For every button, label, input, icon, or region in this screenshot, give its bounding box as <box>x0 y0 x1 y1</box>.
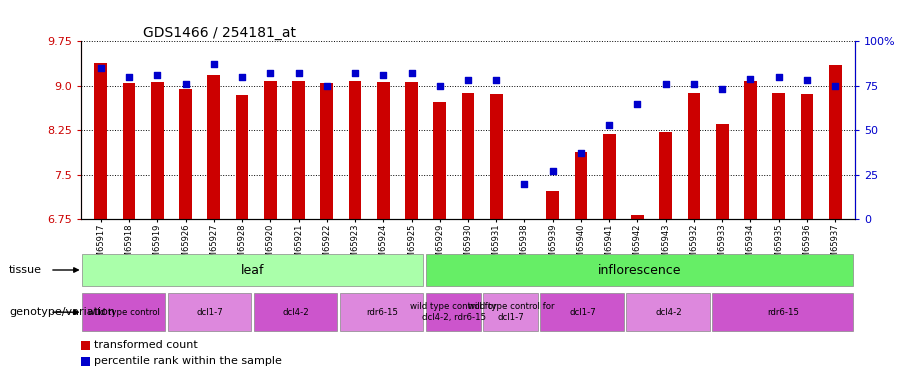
Point <box>122 74 136 80</box>
Bar <box>94 63 107 219</box>
Bar <box>483 293 538 331</box>
Bar <box>546 192 559 219</box>
Point <box>489 78 503 84</box>
Point <box>461 78 475 84</box>
Bar <box>829 65 842 219</box>
Bar <box>82 293 166 331</box>
Bar <box>81 340 90 350</box>
Point <box>292 70 306 76</box>
Bar <box>660 132 672 219</box>
Bar <box>518 219 531 221</box>
Point <box>433 83 447 89</box>
Text: dcl1-7: dcl1-7 <box>570 308 596 316</box>
Point <box>602 122 616 128</box>
Point <box>235 74 249 80</box>
Point <box>630 100 644 106</box>
Point <box>347 70 362 76</box>
Point <box>574 150 589 156</box>
Text: wild type control for
dcl4-2, rdr6-15: wild type control for dcl4-2, rdr6-15 <box>410 303 497 322</box>
Bar <box>744 81 757 219</box>
Point <box>404 70 419 76</box>
Point <box>150 72 165 78</box>
Point <box>376 72 391 78</box>
Text: GDS1466 / 254181_at: GDS1466 / 254181_at <box>143 26 296 40</box>
Bar <box>712 293 853 331</box>
Point <box>545 168 560 174</box>
Point <box>659 81 673 87</box>
Text: wild type control: wild type control <box>88 308 160 316</box>
Bar <box>179 89 192 219</box>
Bar <box>426 254 853 286</box>
Point <box>800 78 814 84</box>
Bar <box>490 93 502 219</box>
Point <box>320 83 334 89</box>
Bar <box>462 93 474 219</box>
Bar <box>264 81 276 219</box>
Bar <box>81 357 90 366</box>
Text: leaf: leaf <box>241 264 265 276</box>
Bar <box>348 81 362 219</box>
Bar <box>426 293 481 331</box>
Bar <box>574 152 588 219</box>
Bar <box>254 293 338 331</box>
Point <box>263 70 277 76</box>
Bar <box>434 102 446 219</box>
Bar <box>339 293 423 331</box>
Text: dcl4-2: dcl4-2 <box>283 308 310 316</box>
Point <box>518 181 532 187</box>
Bar <box>603 135 616 219</box>
Bar <box>405 82 418 219</box>
Point <box>94 65 108 71</box>
Bar <box>236 95 248 219</box>
Text: percentile rank within the sample: percentile rank within the sample <box>94 357 282 366</box>
Text: rdr6-15: rdr6-15 <box>366 308 398 316</box>
Bar <box>207 75 220 219</box>
Bar <box>631 215 644 219</box>
Bar <box>82 254 423 286</box>
Point <box>828 83 842 89</box>
Point <box>687 81 701 87</box>
Bar <box>122 83 135 219</box>
Point <box>743 76 758 82</box>
Text: genotype/variation: genotype/variation <box>9 307 115 317</box>
Text: dcl1-7: dcl1-7 <box>196 308 223 316</box>
Text: rdr6-15: rdr6-15 <box>768 308 799 316</box>
Text: inflorescence: inflorescence <box>598 264 682 276</box>
Bar <box>716 124 729 219</box>
Bar <box>377 82 390 219</box>
Text: dcl4-2: dcl4-2 <box>655 308 682 316</box>
Point <box>771 74 786 80</box>
Bar <box>626 293 710 331</box>
Bar <box>540 293 624 331</box>
Bar <box>801 93 814 219</box>
Text: wild type control for
dcl1-7: wild type control for dcl1-7 <box>468 303 554 322</box>
Text: tissue: tissue <box>9 265 42 275</box>
Point <box>207 62 221 68</box>
Bar <box>688 93 700 219</box>
Bar <box>151 82 164 219</box>
Text: transformed count: transformed count <box>94 340 198 350</box>
Point <box>715 86 729 92</box>
Bar <box>292 81 305 219</box>
Bar <box>772 93 785 219</box>
Bar <box>320 83 333 219</box>
Bar <box>167 293 251 331</box>
Point <box>178 81 193 87</box>
